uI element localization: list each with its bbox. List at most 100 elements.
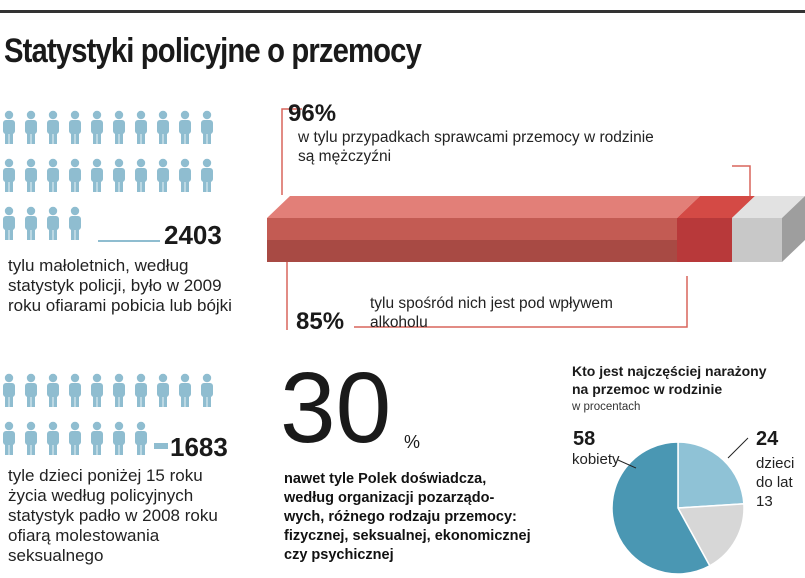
pie-right-label-line: do lat bbox=[756, 474, 793, 491]
person-icon bbox=[135, 421, 147, 455]
pie-right-label-line: dzieci bbox=[756, 455, 795, 472]
stat-text-line: tylu małoletnich, według bbox=[8, 256, 189, 275]
stat-text-line: statystyk policji, było w 2009 bbox=[8, 276, 222, 295]
bar-chart bbox=[267, 108, 805, 330]
stat-30-number: 30 bbox=[280, 352, 392, 464]
person-icon bbox=[69, 421, 81, 455]
person-icon bbox=[47, 206, 59, 240]
page-title: Statystyki policyjne o przemocy bbox=[4, 32, 422, 70]
person-icon bbox=[91, 421, 103, 455]
person-icon bbox=[113, 158, 125, 192]
person-icon bbox=[47, 373, 59, 407]
bar-dark-top bbox=[677, 196, 755, 218]
person-icon bbox=[69, 110, 81, 144]
stat-text-line: ofiarą molestowania bbox=[8, 526, 160, 545]
person-icon bbox=[179, 373, 191, 407]
person-icon bbox=[201, 373, 213, 407]
pie-title: Kto jest najczęściej narażony na przemoc… bbox=[572, 362, 767, 398]
person-icon bbox=[157, 373, 169, 407]
person-icon bbox=[113, 421, 125, 455]
stat-text-line: życia według policyjnych bbox=[8, 486, 194, 505]
bar-top-text: w tylu przypadkach sprawcami przemocy w … bbox=[298, 128, 654, 166]
people-grid-1683 bbox=[2, 373, 232, 463]
stat-number-2403: 2403 bbox=[164, 220, 222, 250]
pie-chart bbox=[611, 441, 745, 575]
pie-title-line: Kto jest najczęściej narażony bbox=[572, 363, 767, 379]
stat-30-text-line: czy psychicznej bbox=[284, 547, 394, 563]
person-icon bbox=[3, 206, 15, 240]
person-icon bbox=[25, 158, 37, 192]
stat-text-line: tyle dzieci poniżej 15 roku bbox=[8, 466, 203, 485]
stat-30-text: nawet tyle Polek doświadcza, według orga… bbox=[284, 470, 531, 565]
people-grid-2403 bbox=[2, 110, 232, 250]
stat-text-1683: tyle dzieci poniżej 15 roku życia według… bbox=[8, 466, 218, 566]
person-icon bbox=[201, 158, 213, 192]
person-icon bbox=[3, 158, 15, 192]
stat-text-line: roku ofiarami pobicia lub bójki bbox=[8, 296, 232, 315]
person-icon bbox=[135, 110, 147, 144]
person-icon bbox=[91, 373, 103, 407]
pie-right-label: dzieci do lat 13 bbox=[756, 454, 794, 511]
stat-30-unit: % bbox=[404, 432, 421, 452]
bar-grey-top bbox=[732, 196, 805, 218]
pie-left-value: 58 bbox=[573, 428, 596, 450]
person-icon bbox=[69, 373, 81, 407]
pie-right-label-line: 13 bbox=[756, 493, 773, 510]
person-icon bbox=[201, 110, 213, 144]
person-icon bbox=[47, 158, 59, 192]
person-icon bbox=[25, 421, 37, 455]
bar-top-text-line: w tylu przypadkach sprawcami przemocy w … bbox=[298, 129, 654, 146]
pie-slice-kobiety bbox=[611, 441, 711, 575]
person-icon bbox=[25, 110, 37, 144]
top-callout-bracket bbox=[281, 108, 302, 195]
pie-callout-right bbox=[727, 437, 749, 459]
stat-text-line: seksualnego bbox=[8, 546, 104, 565]
person-icon bbox=[69, 206, 81, 240]
stat-30-text-line: fizycznej, seksualnej, ekonomicznej bbox=[284, 528, 531, 544]
bar-dark-front bbox=[677, 218, 732, 262]
person-icon bbox=[157, 158, 169, 192]
person-icon bbox=[157, 110, 169, 144]
stat-text-line: statystyk padło w 2008 roku bbox=[8, 506, 218, 525]
bar-red-front-lower bbox=[267, 240, 677, 262]
person-icon bbox=[3, 421, 15, 455]
stat-30-text-line: wych, różnego rodzaju przemocy: bbox=[284, 509, 517, 525]
person-icon bbox=[179, 158, 191, 192]
bar-red-top bbox=[267, 196, 700, 218]
pie-subtitle: w procentach bbox=[572, 401, 641, 413]
stat-text-2403: tylu małoletnich, według statystyk polic… bbox=[8, 256, 232, 316]
person-icon bbox=[25, 206, 37, 240]
pie-left-label: kobiety bbox=[572, 451, 620, 468]
bottom-callout-right bbox=[354, 276, 688, 328]
stat-30-text-line: nawet tyle Polek doświadcza, bbox=[284, 471, 487, 487]
underline-2403 bbox=[98, 240, 160, 242]
stat-30-text-line: według organizacji pozarządo- bbox=[284, 490, 495, 506]
person-icon bbox=[135, 373, 147, 407]
bar-bottom-text-line: tylu spośród nich jest pod wpływem bbox=[370, 295, 613, 312]
person-icon bbox=[113, 110, 125, 144]
bar-top-percent: 96% bbox=[288, 100, 337, 127]
person-icon bbox=[91, 110, 103, 144]
person-icon bbox=[69, 158, 81, 192]
bar-bottom-percent: 85% bbox=[296, 308, 345, 335]
bar-bottom-text-line: alkoholu bbox=[370, 314, 428, 331]
person-icon bbox=[47, 110, 59, 144]
person-icon bbox=[179, 110, 191, 144]
top-rule bbox=[0, 10, 805, 13]
person-icon bbox=[25, 373, 37, 407]
pie-slice-dzieci-do-lat-13 bbox=[677, 441, 745, 509]
person-icon bbox=[3, 110, 15, 144]
bar-grey-front bbox=[732, 218, 782, 262]
pie-callout-left bbox=[617, 459, 637, 469]
bar-top-text-line: są mężczyźni bbox=[298, 148, 392, 165]
person-icon bbox=[47, 421, 59, 455]
pie-right-value: 24 bbox=[756, 428, 779, 450]
bar-bottom-text: tylu spośród nich jest pod wpływem alkoh… bbox=[370, 294, 613, 332]
person-icon bbox=[91, 158, 103, 192]
top-callout-right bbox=[732, 165, 751, 200]
pie-title-line: na przemoc w rodzinie bbox=[572, 381, 723, 397]
partial-person-mark bbox=[154, 443, 168, 449]
bar-grey-side bbox=[782, 196, 805, 262]
person-icon bbox=[113, 373, 125, 407]
pie-callout-lines bbox=[617, 437, 749, 469]
